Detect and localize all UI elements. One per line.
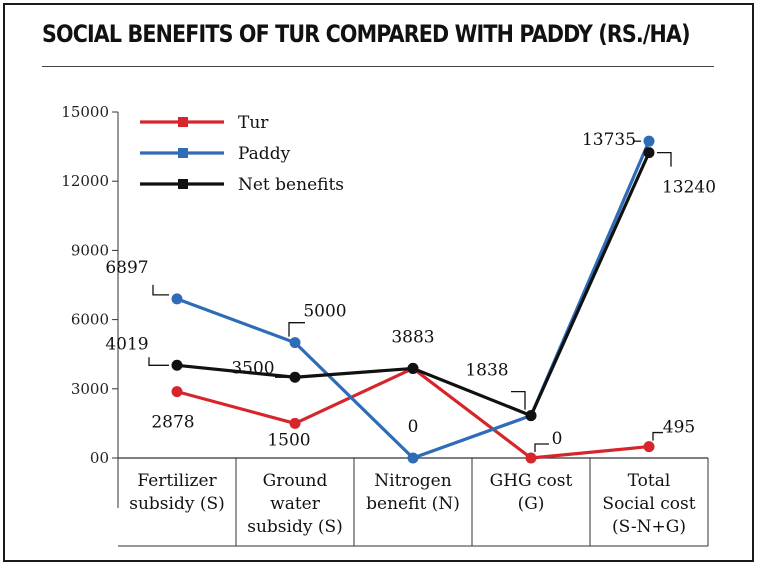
category-label: Total [628,471,671,491]
data-label: 13240 [662,178,716,198]
data-label-leader [534,443,549,452]
data-label-leader [152,284,169,296]
data-label: 0 [552,429,563,449]
data-label: 0 [408,417,419,437]
data-point [171,359,183,371]
data-point [171,293,183,305]
category-label: water [270,494,321,514]
legend-label: Net benefits [238,175,344,195]
data-point [289,371,301,383]
data-label: 3883 [391,327,434,347]
category-label: GHG cost [490,471,573,491]
legend-swatch-marker [178,179,188,189]
data-point [289,417,301,429]
category-label: Nitrogen [374,471,451,491]
legend-swatch-marker [178,117,188,127]
y-tick-label: 00 [90,449,109,467]
category-label: subsidy (S) [129,494,225,514]
category-label: subsidy (S) [247,517,343,537]
data-label: 6897 [105,258,148,278]
data-label: 1500 [267,430,310,450]
category-label: (S-N+G) [612,517,686,537]
legend-swatch-marker [178,148,188,158]
data-label: 495 [663,418,695,438]
y-tick-label: 9000 [71,241,109,259]
data-point [643,441,655,453]
category-label: Fertilizer [137,471,217,491]
data-label-leader [657,151,672,167]
data-label: 5000 [303,302,346,322]
data-point [407,452,419,464]
data-point [525,452,537,464]
data-label-leader [148,357,169,366]
data-label: 1838 [465,361,508,381]
chart-title: SOCIAL BENEFITS OF TUR COMPARED WITH PAD… [42,20,691,48]
data-point [643,135,655,147]
data-point [643,147,655,159]
data-label: 2878 [151,413,194,433]
y-tick-label: 12000 [61,172,109,190]
data-label: 4019 [105,334,148,354]
y-tick-label: 6000 [71,311,109,329]
data-point [525,410,537,422]
y-tick-label: 3000 [71,380,109,398]
category-label: benefit (N) [366,494,460,514]
category-label: Ground [263,471,328,491]
data-label-leader [288,322,305,337]
data-label-leader [511,390,526,410]
data-label: 3500 [231,358,274,378]
data-point [407,362,419,374]
legend-label: Paddy [238,144,291,164]
data-label-leader [652,431,663,441]
title-divider [42,66,714,67]
y-tick-label: 15000 [61,103,109,121]
legend-label: Tur [238,113,269,133]
data-point [171,386,183,398]
series-line [176,366,650,460]
category-label: (G) [518,494,545,514]
category-label: Social cost [602,494,695,514]
data-label: 13735 [582,130,636,150]
chart-frame [3,3,754,562]
data-point [289,337,301,349]
